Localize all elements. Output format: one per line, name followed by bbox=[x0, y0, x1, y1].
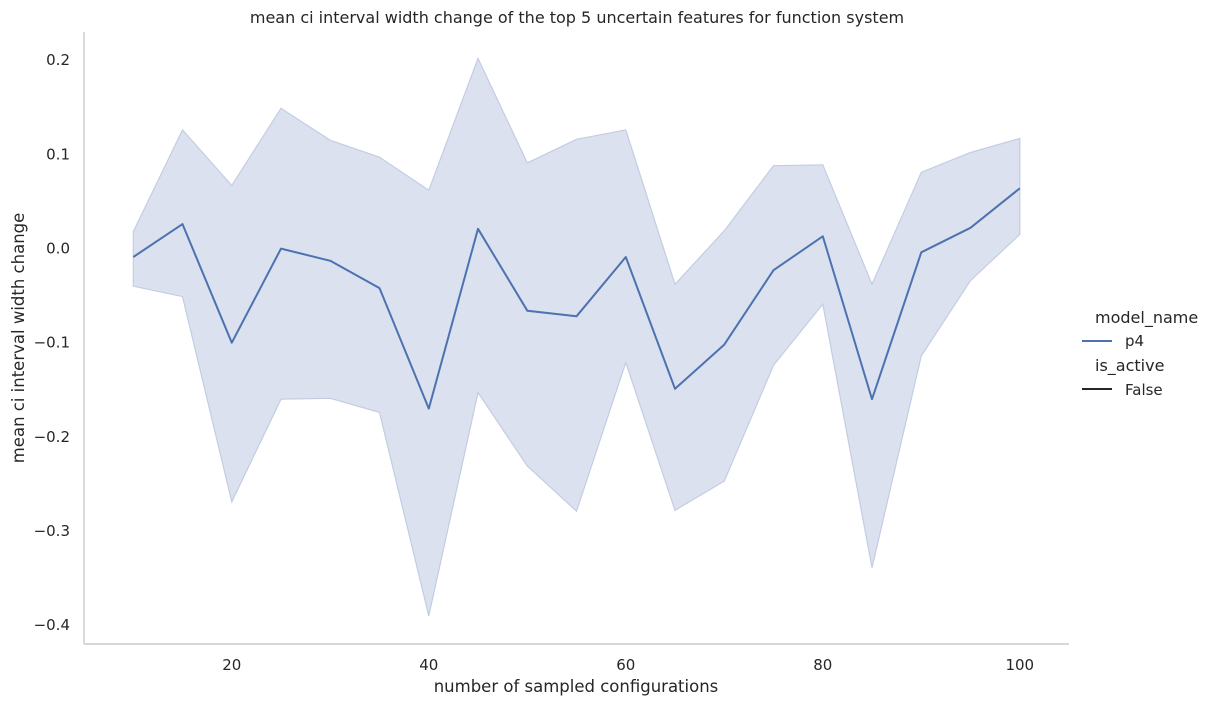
data-point bbox=[279, 247, 283, 251]
series-line-p4 bbox=[132, 187, 1021, 410]
data-point bbox=[328, 259, 332, 263]
data-point bbox=[525, 309, 529, 313]
data-point bbox=[181, 222, 185, 226]
y-tick-label: −0.4 bbox=[34, 616, 70, 634]
data-point bbox=[673, 387, 677, 391]
x-tick-labels: 20 40 60 80 100 bbox=[222, 656, 1034, 674]
y-axis-label: mean ci interval width change bbox=[9, 213, 28, 464]
data-point bbox=[821, 234, 825, 238]
y-tick-label: −0.1 bbox=[34, 334, 70, 352]
y-tick-label: 0.2 bbox=[46, 51, 70, 69]
data-point bbox=[378, 286, 382, 290]
data-point bbox=[1018, 186, 1022, 190]
x-tick-label: 80 bbox=[813, 656, 832, 674]
x-tick-label: 20 bbox=[222, 656, 241, 674]
legend-entry-p4: p4 bbox=[1125, 332, 1144, 350]
data-point bbox=[427, 407, 431, 411]
data-point bbox=[722, 343, 726, 347]
plot-area bbox=[131, 56, 1022, 616]
y-tick-label: 0.0 bbox=[46, 240, 70, 258]
confidence-band-p4 bbox=[132, 56, 1021, 616]
data-point bbox=[919, 250, 923, 254]
chart-title: mean ci interval width change of the top… bbox=[250, 8, 904, 27]
data-point bbox=[772, 268, 776, 272]
x-tick-label: 100 bbox=[1005, 656, 1034, 674]
legend-entry-false: False bbox=[1125, 381, 1163, 399]
data-point bbox=[230, 341, 234, 345]
data-point bbox=[969, 226, 973, 230]
y-tick-label: −0.2 bbox=[34, 428, 70, 446]
data-point bbox=[870, 397, 874, 401]
x-tick-label: 40 bbox=[419, 656, 438, 674]
data-point bbox=[624, 255, 628, 259]
legend: model_name p4 is_active False bbox=[1082, 308, 1198, 399]
y-tick-label: 0.1 bbox=[46, 145, 70, 163]
legend-hue-title: model_name bbox=[1095, 308, 1198, 328]
y-tick-label: −0.3 bbox=[34, 522, 70, 540]
data-point bbox=[476, 227, 480, 231]
data-point bbox=[131, 255, 135, 259]
legend-style-title: is_active bbox=[1095, 356, 1164, 376]
data-point bbox=[575, 314, 579, 318]
x-axis-label: number of sampled configurations bbox=[434, 677, 719, 696]
x-tick-label: 60 bbox=[616, 656, 635, 674]
y-tick-labels: −0.4 −0.3 −0.2 −0.1 0.0 0.1 0.2 bbox=[34, 51, 70, 634]
